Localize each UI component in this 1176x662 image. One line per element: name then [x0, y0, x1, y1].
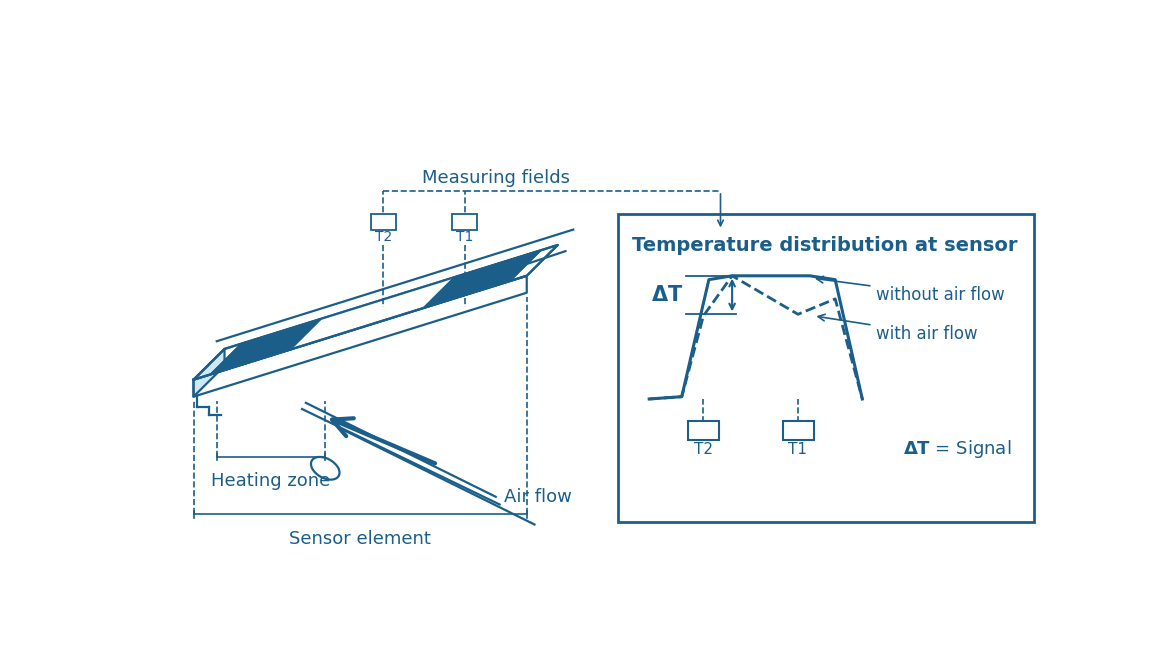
Text: Measuring fields: Measuring fields [422, 169, 570, 187]
Text: T2: T2 [375, 230, 392, 244]
Text: $\mathbf{\Delta T}$: $\mathbf{\Delta T}$ [652, 285, 683, 305]
Polygon shape [194, 276, 527, 397]
Bar [688, 421, 719, 440]
Polygon shape [460, 250, 541, 297]
Bar [453, 214, 477, 230]
Text: $\mathbf{\Delta T}$ = Signal: $\mathbf{\Delta T}$ = Signal [903, 438, 1011, 460]
Polygon shape [211, 250, 541, 375]
Text: T1: T1 [788, 442, 808, 457]
Text: T2: T2 [694, 442, 713, 457]
Text: without air flow: without air flow [816, 276, 1004, 304]
Text: with air flow: with air flow [818, 314, 977, 342]
Polygon shape [194, 245, 557, 380]
Bar [782, 421, 814, 440]
Text: Sensor element: Sensor element [289, 530, 432, 548]
Ellipse shape [310, 457, 340, 480]
Bar [370, 214, 396, 230]
Polygon shape [294, 278, 452, 349]
Polygon shape [211, 330, 285, 375]
Text: Air flow: Air flow [503, 487, 572, 506]
Polygon shape [194, 349, 225, 397]
Text: Temperature distribution at sensor: Temperature distribution at sensor [633, 236, 1017, 255]
Text: T1: T1 [456, 230, 474, 244]
Bar [619, 214, 1035, 522]
Text: Heating zone: Heating zone [212, 472, 330, 490]
